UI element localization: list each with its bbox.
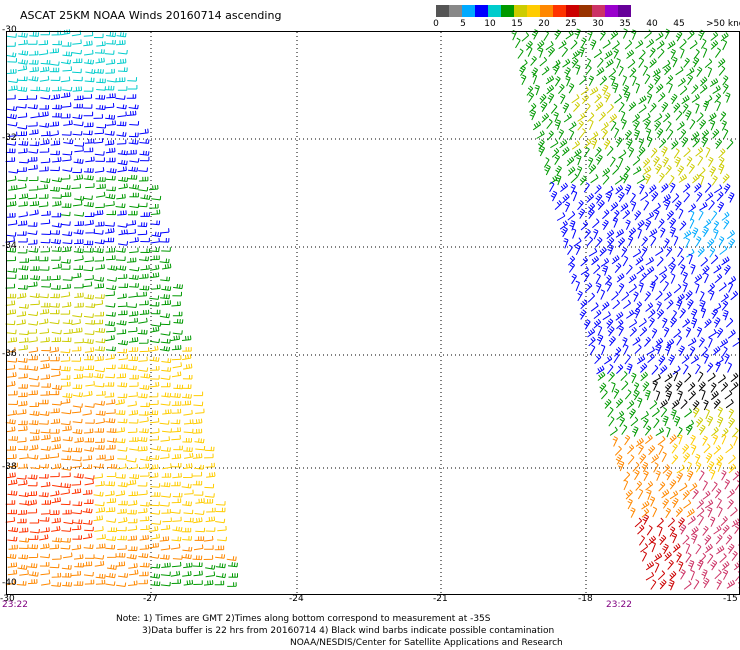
colorbar-swatch [488, 5, 501, 17]
note-line-3: NOAA/NESDIS/Center for Satellite Applica… [290, 638, 563, 648]
colorbar-swatch [527, 5, 540, 17]
colorbar-label: >50 knots [706, 19, 740, 29]
left-swath-time: 23:22 [2, 600, 28, 610]
lat-label: -40 [2, 578, 17, 588]
wind-speed-colorbar [436, 5, 631, 17]
right-swath-time: 23:22 [606, 600, 632, 610]
colorbar-label: 5 [460, 19, 466, 29]
colorbar-swatch [553, 5, 566, 17]
colorbar-swatch [579, 5, 592, 17]
colorbar-swatch [475, 5, 488, 17]
colorbar-label: 10 [484, 19, 496, 29]
colorbar-swatch [514, 5, 527, 17]
lat-label: -30 [2, 25, 17, 35]
lon-label: -24 [289, 594, 304, 604]
colorbar-label: 15 [511, 19, 523, 29]
colorbar-swatch [592, 5, 605, 17]
right-swath-barbs [511, 28, 740, 591]
note-line-2: 3)Data buffer is 22 hrs from 20160714 4)… [142, 626, 555, 636]
colorbar-swatch [436, 5, 449, 17]
lon-label: -27 [143, 594, 158, 604]
colorbar-label: 40 [646, 19, 658, 29]
colorbar-label: 45 [673, 19, 685, 29]
colorbar-label: 20 [538, 19, 550, 29]
colorbar-label: 25 [565, 19, 577, 29]
colorbar-swatch [449, 5, 462, 17]
lat-label: -36 [2, 349, 17, 359]
left-swath-barbs [5, 29, 238, 587]
note-line-1: Note: 1) Times are GMT 2)Times along bot… [116, 614, 491, 624]
lat-label: -34 [2, 241, 17, 251]
lat-label: -38 [2, 462, 17, 472]
colorbar-label: 35 [619, 19, 631, 29]
colorbar-swatch [605, 5, 618, 17]
lat-label: -32 [2, 133, 17, 143]
colorbar-label: 30 [592, 19, 604, 29]
colorbar-swatch [501, 5, 514, 17]
lon-label: -15 [723, 594, 738, 604]
lon-label: -21 [433, 594, 448, 604]
colorbar-swatch [618, 5, 631, 17]
colorbar-labels: 0 5 10 15 20 25 30 35 40 45 >50 knots [433, 19, 740, 33]
colorbar-swatch [462, 5, 475, 17]
lat-lon-grid [7, 32, 739, 594]
map-title: ASCAT 25KM NOAA Winds 20160714 ascending [20, 9, 282, 22]
colorbar-swatch [540, 5, 553, 17]
lon-label: -30 [0, 594, 15, 604]
colorbar-swatch [566, 5, 579, 17]
colorbar-label: 0 [433, 19, 439, 29]
map-frame [6, 31, 740, 595]
lon-label: -18 [578, 594, 593, 604]
